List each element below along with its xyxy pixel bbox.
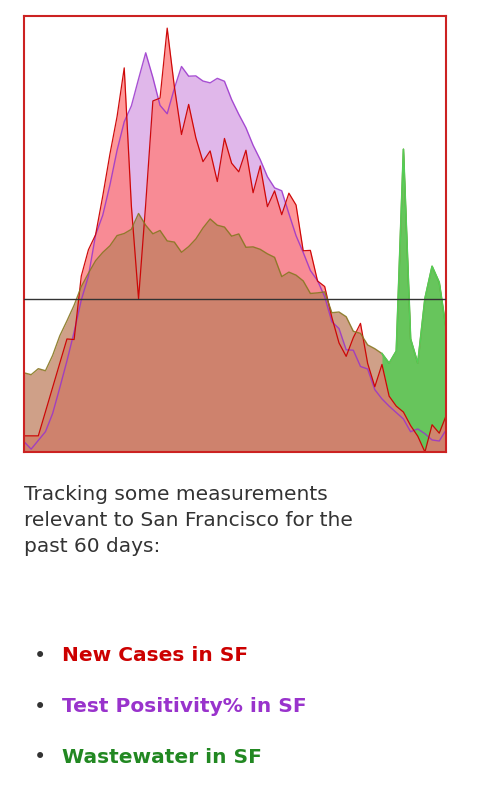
Text: Test Positivity% in SF: Test Positivity% in SF [62, 697, 307, 716]
Text: New Cases in SF: New Cases in SF [62, 646, 249, 665]
Text: •: • [34, 697, 46, 717]
Text: •: • [34, 747, 46, 767]
Text: Wastewater in SF: Wastewater in SF [62, 748, 262, 767]
Text: Tracking some measurements
relevant to San Francisco for the
past 60 days:: Tracking some measurements relevant to S… [24, 485, 353, 556]
Text: •: • [34, 646, 46, 666]
